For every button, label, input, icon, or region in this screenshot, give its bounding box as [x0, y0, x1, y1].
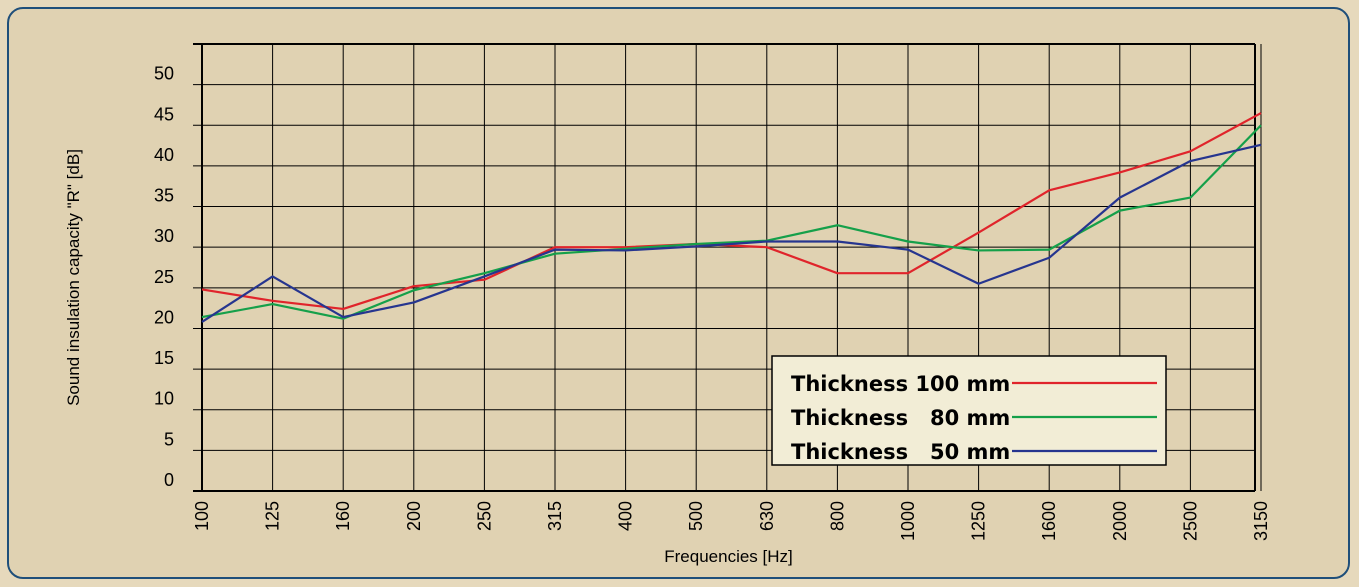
x-tick-label: 1600 — [1039, 501, 1059, 541]
legend-box — [771, 355, 1167, 466]
y-tick-label: 45 — [154, 104, 174, 124]
legend-label: Thickness 80 mm — [791, 406, 1010, 430]
y-tick-label: 10 — [154, 389, 174, 409]
y-tick-label: 20 — [154, 307, 174, 327]
x-tick-label: 800 — [827, 501, 847, 531]
x-tick-label: 3150 — [1251, 501, 1271, 541]
y-tick-label: 5 — [164, 429, 174, 449]
x-tick-label: 250 — [474, 501, 494, 531]
legend: Thickness 100 mm Thickness 80 mm Thickness… — [771, 355, 1167, 466]
y-tick-label: 35 — [154, 186, 174, 206]
series-line-1 — [201, 112, 1262, 311]
chart-panel: 0 5 10 15 20 25 30 35 40 45 50 100 125 160 200 250 315 4… — [7, 7, 1350, 579]
x-tick-label: 2500 — [1180, 501, 1200, 541]
y-tick-label: 0 — [164, 470, 174, 490]
x-tick-label: 125 — [263, 501, 283, 531]
x-tick-label: 315 — [545, 501, 565, 531]
x-tick-label: 200 — [404, 501, 424, 531]
x-tick-label: 400 — [616, 501, 636, 531]
x-tick-label: 630 — [757, 501, 777, 531]
y-tick-labels: 0 5 10 15 20 25 30 35 40 45 50 — [154, 64, 174, 490]
x-axis-label: Frequencies [Hz] — [664, 547, 793, 566]
x-tick-labels: 100 125 160 200 250 315 400 500 630 800 1000 1250 16… — [192, 501, 1271, 541]
legend-label: Thickness 100 mm — [791, 372, 1010, 396]
series-line-2 — [201, 124, 1262, 320]
y-tick-label: 30 — [154, 226, 174, 246]
y-tick-label: 50 — [154, 64, 174, 84]
x-tick-label: 160 — [333, 501, 353, 531]
y-tick-label: 40 — [154, 145, 174, 165]
series-layer — [201, 112, 1262, 323]
x-tick-label: 1000 — [898, 501, 918, 541]
x-tick-label: 2000 — [1110, 501, 1130, 541]
series-line-3 — [201, 143, 1262, 323]
legend-label: Thickness 50 mm — [791, 440, 1010, 464]
x-tick-label: 100 — [192, 501, 212, 531]
y-tick-label: 25 — [154, 267, 174, 287]
x-tick-label: 500 — [686, 501, 706, 531]
line-chart: 0 5 10 15 20 25 30 35 40 45 50 100 125 160 200 250 315 4… — [64, 43, 1271, 566]
x-tick-label: 1250 — [969, 501, 989, 541]
y-axis-label: Sound insulation capacity "R" [dB] — [64, 149, 83, 406]
y-tick-label: 15 — [154, 348, 174, 368]
